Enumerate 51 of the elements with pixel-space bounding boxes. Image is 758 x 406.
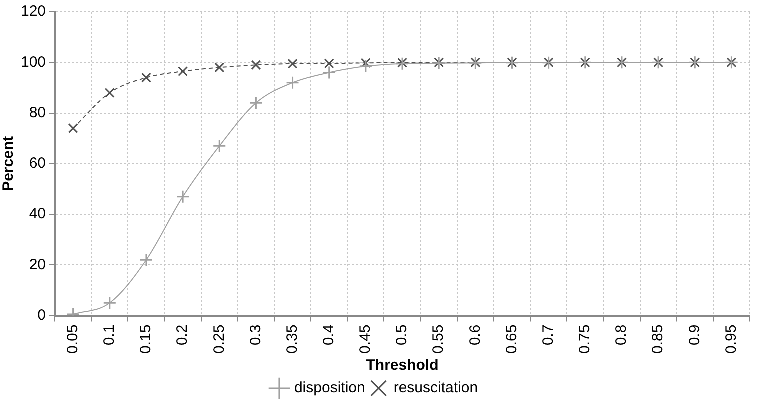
point: [214, 62, 225, 73]
y-tick-label: 80: [29, 104, 46, 122]
y-tick-label: 40: [29, 206, 46, 223]
y-tick-label: 60: [29, 155, 46, 172]
point: [249, 96, 263, 110]
point: [396, 57, 410, 71]
y-tick-label: 120: [20, 3, 46, 20]
x-tick-label: 0.75: [576, 324, 594, 354]
point: [434, 58, 444, 68]
point: [359, 60, 373, 74]
legend-label: resuscitation: [394, 380, 478, 397]
x-axis-title: Threshold: [366, 357, 439, 374]
point: [324, 58, 334, 69]
point: [398, 58, 408, 68]
point: [103, 296, 117, 310]
point: [176, 190, 190, 204]
point: [140, 253, 154, 267]
point: [212, 139, 226, 153]
x-tick-label: 0.5: [394, 324, 411, 346]
x-tick-label: 0.45: [357, 324, 374, 354]
x-tick-label: 0.55: [430, 324, 448, 354]
x-tick-label: 0.15: [138, 324, 155, 354]
point: [286, 76, 300, 90]
point: [322, 66, 336, 80]
x-tick-label: 0.9: [686, 324, 704, 346]
point: [360, 58, 371, 68]
x-tick-label: 0.1: [101, 324, 118, 346]
y-tick-label: 0: [38, 306, 46, 324]
point: [141, 72, 152, 83]
point: [68, 123, 78, 134]
legend-label: disposition: [294, 380, 366, 397]
x-tick-label: 0.95: [722, 324, 740, 354]
x-tick-label: 0.8: [613, 324, 630, 346]
x-tick-label: 0.6: [466, 324, 484, 346]
x-tick-label: 0.2: [174, 324, 192, 346]
y-axis-title: Percent: [0, 136, 18, 192]
x-tick-label: 0.65: [503, 324, 520, 354]
x-tick-label: 0.05: [64, 324, 82, 354]
point: [288, 58, 298, 69]
point: [251, 60, 262, 70]
y-tick-label: 20: [29, 256, 46, 274]
x-tick-label: 0.3: [247, 324, 264, 346]
x-tick-label: 0.7: [540, 324, 557, 346]
y-tick-label: 100: [20, 54, 46, 71]
x-tick-label: 0.85: [650, 324, 667, 354]
point: [104, 88, 115, 98]
point: [178, 66, 188, 76]
x-tick-label: 0.4: [320, 324, 338, 346]
x-tick-label: 0.25: [210, 324, 228, 354]
point: [432, 56, 446, 70]
x-tick-label: 0.35: [284, 324, 301, 354]
